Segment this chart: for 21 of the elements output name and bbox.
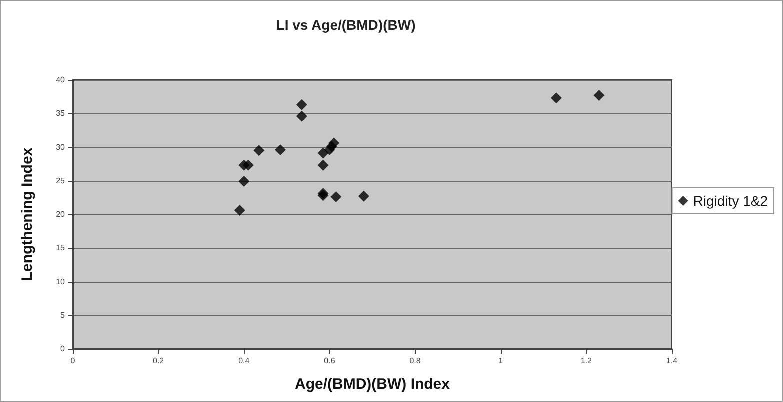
x-tick-label: 1: [498, 356, 504, 366]
y-tick-label: 5: [60, 310, 66, 320]
y-tick-label: 0: [60, 344, 66, 354]
x-tick-label: 0.6: [324, 356, 336, 366]
x-tick-label: 0.4: [238, 356, 250, 366]
x-tick-label: 0: [70, 356, 76, 366]
y-axis-title: Lengthening Index: [19, 147, 36, 282]
y-tick-label: 20: [56, 210, 66, 219]
x-tick-label: 1.4: [666, 356, 678, 366]
x-tick-label: 0.2: [153, 356, 165, 366]
legend-label: Rigidity 1&2: [693, 193, 768, 209]
y-tick-label: 35: [56, 109, 66, 118]
chart-title: LI vs Age/(BMD)(BW): [276, 17, 416, 33]
x-tick-label: 0.8: [410, 356, 422, 366]
x-axis-title: Age/(BMD)(BW) Index: [295, 376, 451, 393]
y-tick-label: 15: [56, 244, 66, 253]
x-tick-label: 1.2: [580, 356, 593, 366]
y-tick-label: 30: [56, 142, 66, 152]
y-tick-label: 25: [56, 176, 66, 186]
y-tick-label: 10: [56, 277, 66, 286]
y-tick-label: 40: [56, 76, 66, 84]
